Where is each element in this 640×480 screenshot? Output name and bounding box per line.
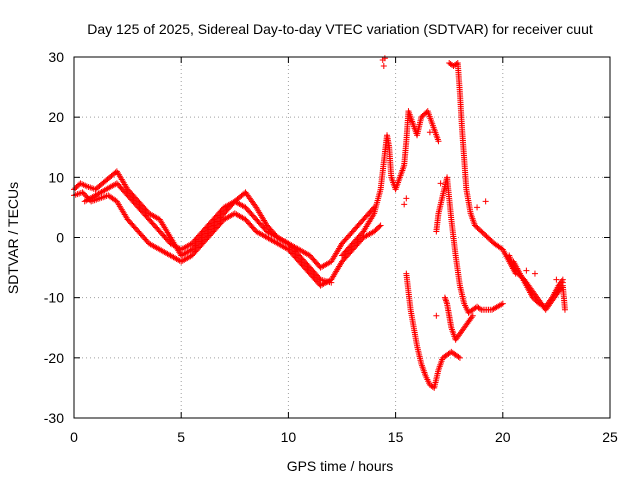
data-point-marker <box>523 267 530 274</box>
data-point-marker <box>476 305 483 312</box>
y-tick-label: -10 <box>44 290 64 306</box>
y-tick-label: -20 <box>44 350 64 366</box>
data-point-marker <box>474 204 481 211</box>
data-point-marker <box>401 201 408 208</box>
x-tick-label: 15 <box>388 429 404 445</box>
y-tick-label: 0 <box>56 230 64 246</box>
x-tick-label: 5 <box>177 429 185 445</box>
data-point-marker <box>381 55 388 62</box>
data-point-marker <box>376 223 383 230</box>
data-point-marker <box>531 270 538 277</box>
data-point-marker <box>426 129 433 136</box>
x-tick-label: 10 <box>281 429 297 445</box>
data-point-marker <box>553 276 560 283</box>
x-tick-label: 25 <box>602 429 618 445</box>
data-point-marker <box>455 353 462 360</box>
data-point-marker <box>380 63 387 70</box>
data-point-marker <box>499 300 506 307</box>
data-point-marker <box>437 180 444 187</box>
y-tick-label: 10 <box>48 169 64 185</box>
data-point-marker <box>403 195 410 202</box>
y-tick-label: 20 <box>48 109 64 125</box>
data-point-marker <box>561 306 568 313</box>
data-point-marker <box>482 198 489 205</box>
data-point-marker <box>435 138 442 145</box>
data-point-marker <box>433 312 440 319</box>
data-point-marker <box>442 297 449 304</box>
x-tick-label: 20 <box>495 429 511 445</box>
data-points <box>71 55 568 391</box>
data-point-marker <box>377 222 384 229</box>
y-tick-label: 30 <box>48 49 64 65</box>
grid-lines <box>74 57 610 418</box>
data-point-marker <box>469 312 476 319</box>
data-point-marker <box>456 354 463 361</box>
x-tick-label: 0 <box>70 429 78 445</box>
y-axis-title: SDTVAR / TECUs <box>5 182 21 294</box>
chart-title: Day 125 of 2025, Sidereal Day-to-day VTE… <box>87 21 593 37</box>
data-point-marker <box>328 279 335 286</box>
data-point-marker <box>559 279 566 286</box>
x-axis-title: GPS time / hours <box>287 458 394 474</box>
axis-ticks: 0 5 10 15 20 25 -30 -20 -10 0 10 20 30 <box>44 49 618 445</box>
y-tick-label: -30 <box>44 410 64 426</box>
